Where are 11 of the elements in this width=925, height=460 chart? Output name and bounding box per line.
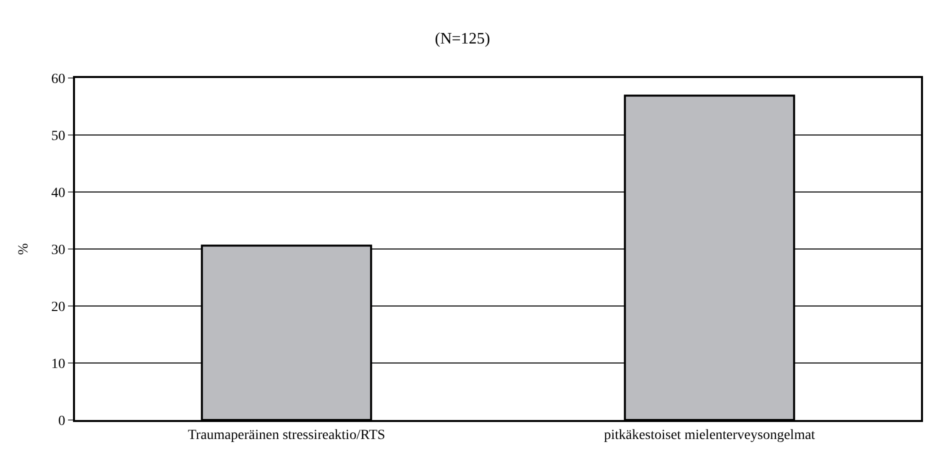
x-tick-label: pitkäkestoiset mielenterveysongelmat — [604, 428, 816, 443]
y-tick-label: 0 — [58, 414, 66, 429]
y-axis-title: % — [16, 242, 32, 255]
y-tick-label: 20 — [51, 300, 66, 315]
chart-title: (N=125) — [434, 30, 490, 48]
y-tick-label: 10 — [51, 356, 66, 372]
y-tick-label: 30 — [51, 242, 66, 258]
x-tick-label: Traumaperäinen stressireaktio/RTS — [188, 428, 386, 443]
y-tick-label: 50 — [51, 128, 66, 144]
y-tick-label: 60 — [51, 72, 66, 87]
y-tick-label: 40 — [51, 186, 66, 201]
